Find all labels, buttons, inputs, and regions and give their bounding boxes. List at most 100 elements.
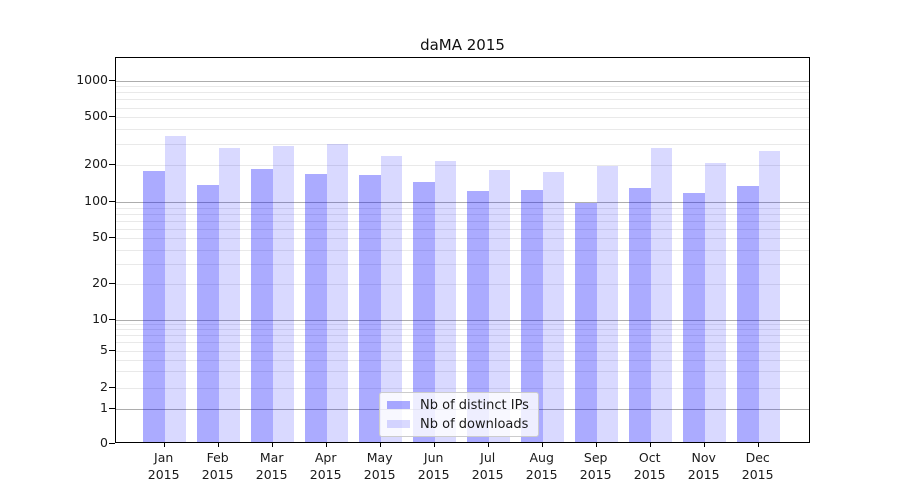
y-tick-mark-1000 [109, 79, 115, 81]
y-tick-mark-200 [109, 164, 115, 166]
legend: Nb of distinct IPs Nb of downloads [379, 392, 539, 437]
bar-distinct-ips-jun [413, 182, 435, 442]
gridline-minor-6 [116, 342, 809, 344]
gridline-minor-7 [116, 335, 809, 337]
gridline-major-1000 [116, 80, 809, 82]
x-tick-mark-aug [541, 443, 543, 447]
gridline-minor-50 [116, 238, 809, 240]
bar-downloads-jan [164, 135, 187, 442]
y-tick-label-100: 100 [84, 193, 108, 209]
bar-downloads-nov [704, 163, 727, 442]
gridline-minor-4 [116, 359, 809, 361]
legend-swatch-downloads [387, 419, 410, 429]
x-tick-label-jul: Jul 2015 [471, 450, 504, 482]
bar-downloads-sep [596, 165, 619, 442]
legend-swatch-distinct-ips [387, 400, 410, 410]
legend-label-downloads: Nb of downloads [420, 416, 529, 432]
x-tick-label-aug: Aug 2015 [525, 450, 558, 482]
gridline-major-10 [116, 319, 809, 321]
bar-distinct-ips-feb [197, 184, 219, 442]
x-tick-mark-may [379, 443, 381, 447]
x-tick-label-oct: Oct 2015 [633, 450, 666, 482]
gridline-minor-3 [116, 371, 809, 373]
x-tick-label-jan: Jan 2015 [147, 450, 180, 482]
gridline-minor-30 [116, 263, 809, 265]
legend-label-distinct-ips: Nb of distinct IPs [420, 397, 529, 413]
bar-downloads-jun [434, 160, 457, 442]
gridline-minor-20 [116, 284, 809, 286]
bar-distinct-ips-mar [251, 169, 273, 442]
x-tick-label-feb: Feb 2015 [201, 450, 234, 482]
y-tick-label-1000: 1000 [76, 71, 108, 87]
bar-distinct-ips-may [359, 175, 381, 442]
gridline-major-100 [116, 202, 809, 204]
y-tick-label-200: 200 [84, 156, 108, 171]
y-tick-label-20: 20 [92, 275, 108, 291]
gridline-minor-800 [116, 92, 809, 94]
gridline-minor-900 [116, 86, 809, 88]
bar-distinct-ips-aug [521, 189, 543, 442]
bar-distinct-ips-nov [683, 193, 705, 442]
gridline-minor-80 [116, 213, 809, 215]
x-tick-label-nov: Nov 2015 [687, 450, 720, 482]
bar-downloads-oct [650, 148, 673, 442]
x-tick-label-jun: Jun 2015 [417, 450, 450, 482]
x-tick-mark-sep [595, 443, 597, 447]
gridline-minor-60 [116, 228, 809, 230]
gridline-minor-500 [116, 117, 809, 119]
bar-downloads-aug [542, 172, 565, 442]
x-tick-mark-oct [649, 443, 651, 447]
gridline-minor-600 [116, 107, 809, 109]
gridline-minor-90 [116, 207, 809, 209]
y-tick-label-1: 1 [100, 400, 108, 416]
x-tick-label-mar: Mar 2015 [255, 450, 288, 482]
y-tick-mark-2 [109, 386, 115, 388]
x-tick-mark-jul [487, 443, 489, 447]
y-tick-mark-100 [109, 201, 115, 203]
bar-distinct-ips-apr [305, 174, 327, 442]
bar-distinct-ips-jul [467, 191, 489, 442]
bar-distinct-ips-oct [629, 187, 651, 442]
x-tick-mark-feb [217, 443, 219, 447]
bar-downloads-jul [488, 169, 511, 442]
x-tick-mark-dec [757, 443, 759, 447]
y-tick-label-500: 500 [84, 108, 108, 124]
chart-title: daMA 2015 [420, 36, 505, 54]
gridline-minor-70 [116, 220, 809, 222]
y-tick-label-10: 10 [92, 310, 108, 326]
legend-item-downloads: Nb of downloads [387, 416, 531, 432]
y-tick-label-50: 50 [92, 229, 108, 245]
y-tick-mark-500 [109, 116, 115, 118]
gridline-minor-2 [116, 387, 809, 389]
x-tick-mark-jun [433, 443, 435, 447]
y-tick-mark-1 [109, 408, 115, 410]
y-tick-label-5: 5 [100, 341, 108, 357]
bar-distinct-ips-sep [575, 202, 597, 442]
bar-downloads-feb [218, 148, 241, 442]
x-tick-mark-nov [703, 443, 705, 447]
gridline-minor-300 [116, 143, 809, 145]
y-tick-mark-20 [109, 283, 115, 285]
x-tick-label-sep: Sep 2015 [579, 450, 612, 482]
bar-distinct-ips-jan [143, 170, 165, 442]
gridline-minor-400 [116, 128, 809, 130]
x-tick-mark-jan [163, 443, 165, 447]
y-tick-mark-5 [109, 349, 115, 351]
bar-downloads-apr [326, 144, 349, 442]
gridline-minor-200 [116, 165, 809, 166]
y-tick-label-0: 0 [100, 435, 108, 450]
bar-downloads-mar [272, 145, 295, 442]
y-tick-mark-0 [109, 443, 115, 445]
x-tick-label-dec: Dec 2015 [741, 450, 774, 482]
y-tick-mark-50 [109, 237, 115, 239]
bar-downloads-may [380, 155, 403, 442]
legend-item-distinct-ips: Nb of distinct IPs [387, 397, 531, 413]
x-tick-mark-mar [271, 443, 273, 447]
bar-distinct-ips-dec [737, 185, 759, 442]
gridline-minor-9 [116, 324, 809, 326]
gridline-minor-40 [116, 249, 809, 251]
gridline-minor-5 [116, 350, 809, 352]
x-tick-label-apr: Apr 2015 [309, 450, 342, 482]
gridline-minor-700 [116, 99, 809, 101]
